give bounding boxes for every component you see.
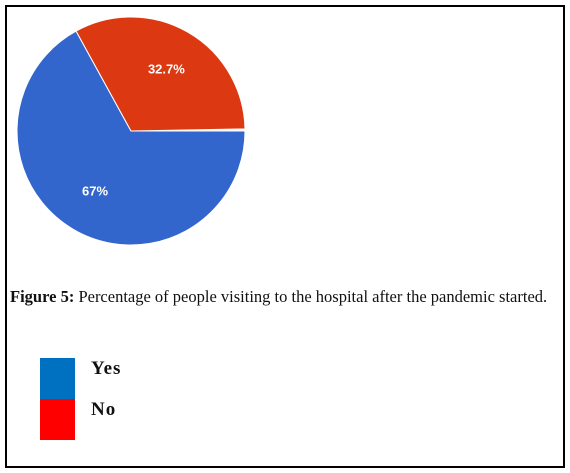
caption: Figure 5: Percentage of people visiting … xyxy=(10,284,550,309)
legend: Yes No xyxy=(40,358,121,440)
caption-label: Figure 5: xyxy=(10,287,75,306)
pie-slice xyxy=(75,16,246,132)
legend-label: No xyxy=(91,399,117,420)
pie-slice xyxy=(16,30,246,246)
caption-text: Percentage of people visiting to the hos… xyxy=(78,287,548,306)
legend-item: No xyxy=(40,399,121,440)
legend-label: Yes xyxy=(91,358,122,379)
legend-swatch xyxy=(40,358,75,399)
frame xyxy=(5,5,565,468)
slice-label: 67% xyxy=(82,183,108,198)
legend-swatch xyxy=(40,399,75,440)
legend-item: Yes xyxy=(40,358,121,399)
slice-label: 32.7% xyxy=(148,61,185,76)
